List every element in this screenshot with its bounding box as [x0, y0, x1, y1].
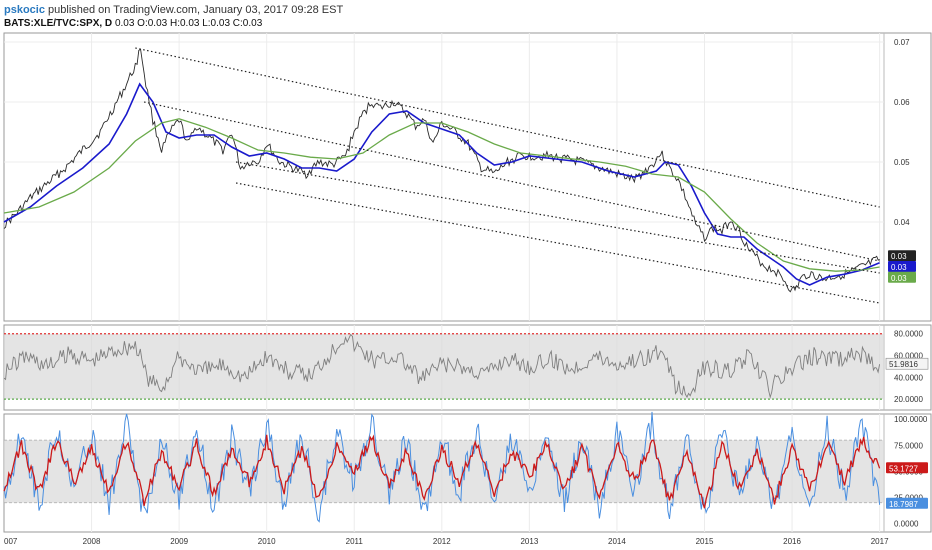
y-tick-label-rsi: 20.0000	[894, 395, 923, 404]
last-value-label: 0.03	[891, 252, 907, 261]
panel-frame-price	[3, 32, 932, 322]
x-tick-label-2017: 2017	[871, 537, 889, 546]
trend-channel-line	[143, 101, 880, 262]
y-tick-label-stoch: 0.0000	[894, 520, 919, 529]
last-value-label: 0.03	[891, 263, 907, 272]
symbol-label[interactable]: BATS:XLE/TVC:SPX, D	[4, 18, 113, 29]
x-tick-label-2014: 2014	[608, 537, 626, 546]
symbol-header: BATS:XLE/TVC:SPX, D 0.03 O:0.03 H:0.03 L…	[4, 18, 262, 29]
trend-channel-line	[135, 47, 880, 208]
last-value-tag	[888, 261, 916, 272]
x-tick-label-007: 007	[4, 537, 18, 546]
publish-header: pskocic published on TradingView.com, Ja…	[4, 4, 343, 16]
slow-ma-line	[3, 118, 880, 272]
last-value-label: 0.03	[891, 274, 907, 283]
rsi-line	[3, 333, 881, 399]
rsi-last-value-tag	[885, 357, 929, 370]
y-tick-label-price: 0.05	[894, 158, 910, 167]
x-tick-label-2015: 2015	[696, 537, 714, 546]
y-tick-label-price: 0.06	[894, 98, 910, 107]
x-tick-label-2016: 2016	[783, 537, 801, 546]
stoch-d-line	[3, 434, 881, 509]
x-tick-label-2013: 2013	[520, 537, 538, 546]
y-tick-label-stoch: 100.0000	[894, 415, 928, 424]
x-tick-label-2012: 2012	[433, 537, 451, 546]
x-tick-label-2008: 2008	[83, 537, 101, 546]
y-tick-label-rsi: 40.0000	[894, 373, 923, 382]
x-tick-label-2009: 2009	[170, 537, 188, 546]
stoch-last-value-label: 18.7987	[889, 500, 918, 509]
stoch-k-line	[3, 411, 881, 523]
y-tick-label-price: 0.04	[894, 218, 910, 227]
stoch-band	[4, 440, 884, 503]
y-tick-label-rsi: 80.0000	[894, 330, 923, 339]
rsi-last-value-label: 51.9816	[889, 360, 918, 369]
trend-channel-line	[235, 182, 880, 304]
author-link[interactable]: pskocic	[4, 4, 45, 16]
fast-ma-line	[3, 82, 880, 286]
rsi-band	[4, 333, 884, 400]
stoch-last-value-label: 53.1727	[889, 464, 918, 473]
last-value-tag	[888, 250, 916, 262]
x-tick-label-2011: 2011	[346, 537, 364, 546]
x-tick-label-2010: 2010	[258, 537, 276, 546]
trend-channel-line	[235, 161, 880, 274]
last-value-tag	[888, 271, 916, 283]
publish-info: published on TradingView.com, January 03…	[48, 4, 344, 16]
ohlc-readout: 0.03 O:0.03 H:0.03 L:0.03 C:0.03	[114, 18, 263, 29]
price-series-line	[3, 48, 880, 293]
y-tick-label-rsi: 60.0000	[894, 352, 923, 361]
y-tick-label-price: 0.07	[894, 38, 910, 47]
stoch-last-value-tag	[886, 497, 928, 509]
y-tick-label-stoch: 75.0000	[894, 441, 923, 450]
stoch-last-value-tag	[886, 462, 928, 474]
